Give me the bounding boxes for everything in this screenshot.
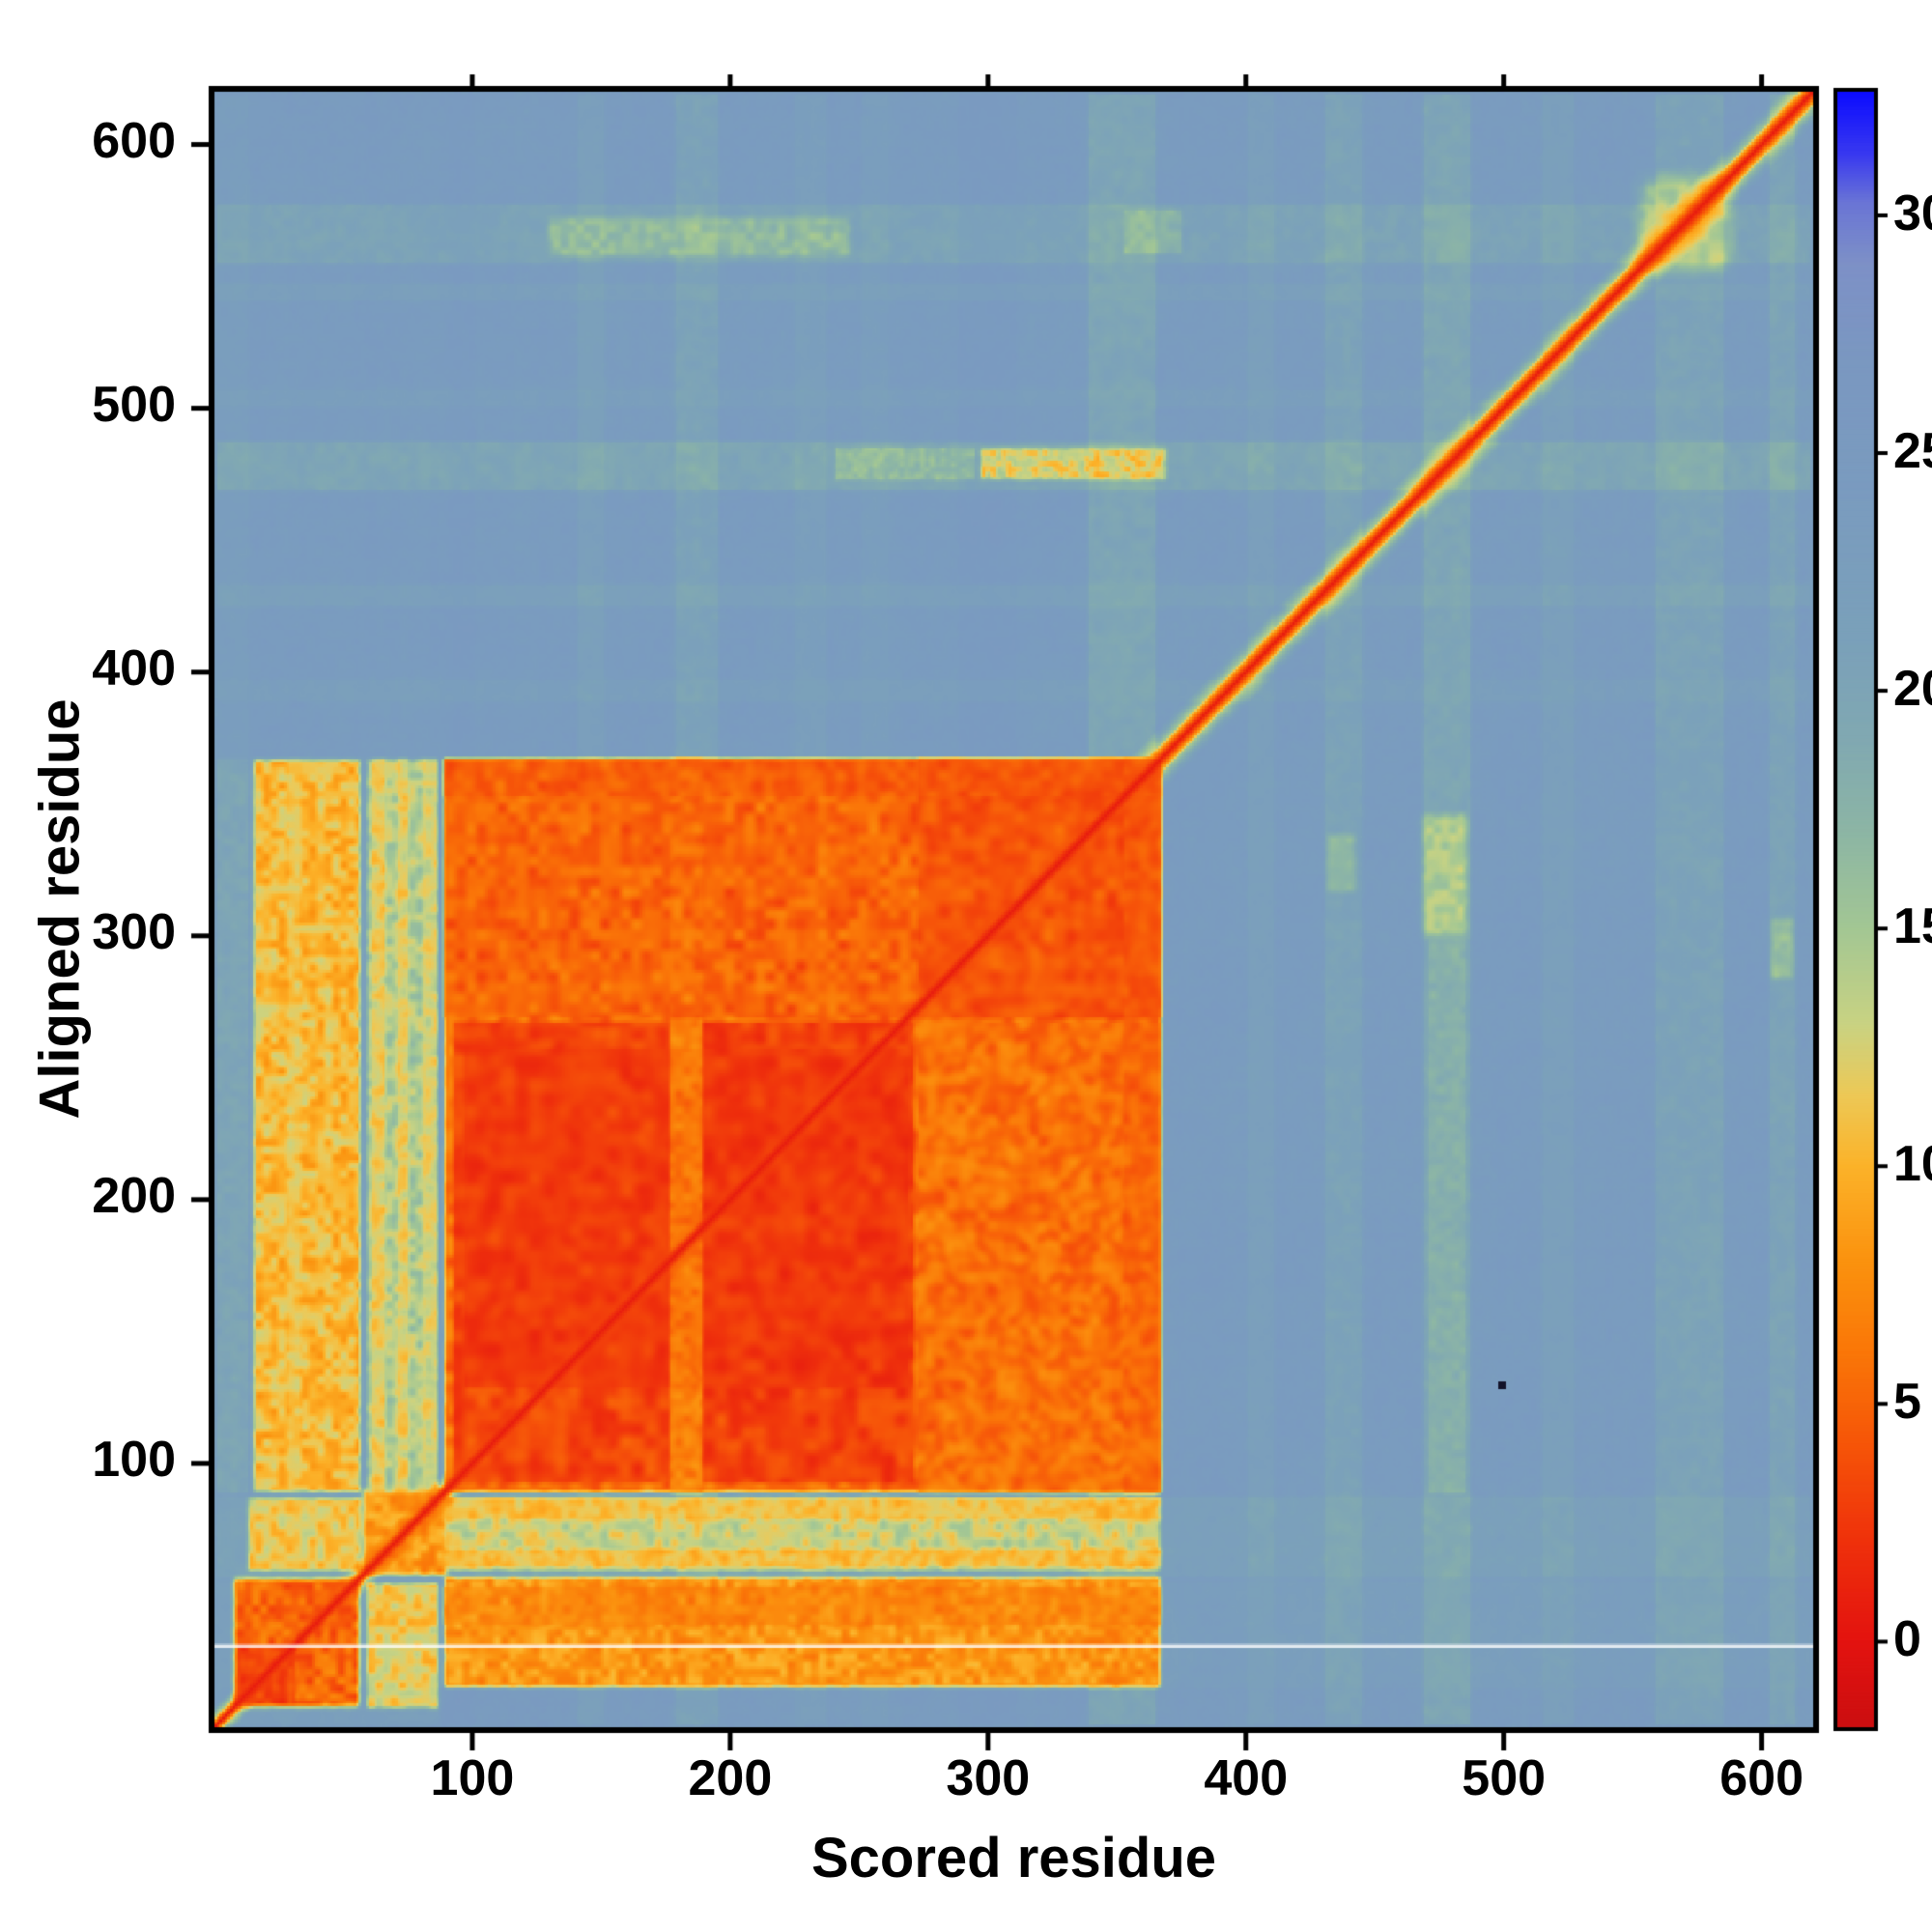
x-tick-label: 300 — [946, 1750, 1031, 1806]
colorbar-tick-label: 15 — [1893, 898, 1932, 955]
x-tick-label: 200 — [688, 1750, 773, 1806]
y-tick-label: 300 — [92, 903, 176, 960]
x-axis-label: Scored residue — [810, 1827, 1217, 1889]
y-tick-label: 100 — [92, 1431, 176, 1488]
x-tick-label: 400 — [1204, 1750, 1289, 1806]
colorbar-tick-label: 20 — [1893, 661, 1932, 718]
y-tick-label: 500 — [92, 376, 176, 433]
colorbar-tick-label: 10 — [1893, 1136, 1932, 1193]
colorbar-tick-label: 5 — [1893, 1374, 1921, 1431]
y-tick-label: 400 — [92, 639, 176, 696]
colorbar-tick-label: 25 — [1893, 423, 1932, 480]
x-tick-label: 600 — [1719, 1750, 1804, 1806]
y-tick-label: 200 — [92, 1167, 176, 1224]
colorbar-tick-label: 0 — [1893, 1611, 1921, 1668]
colorbar-tick-label: 30 — [1893, 185, 1932, 242]
y-tick-label: 600 — [92, 112, 176, 169]
x-tick-label: 500 — [1462, 1750, 1547, 1806]
x-tick-label: 100 — [430, 1750, 515, 1806]
